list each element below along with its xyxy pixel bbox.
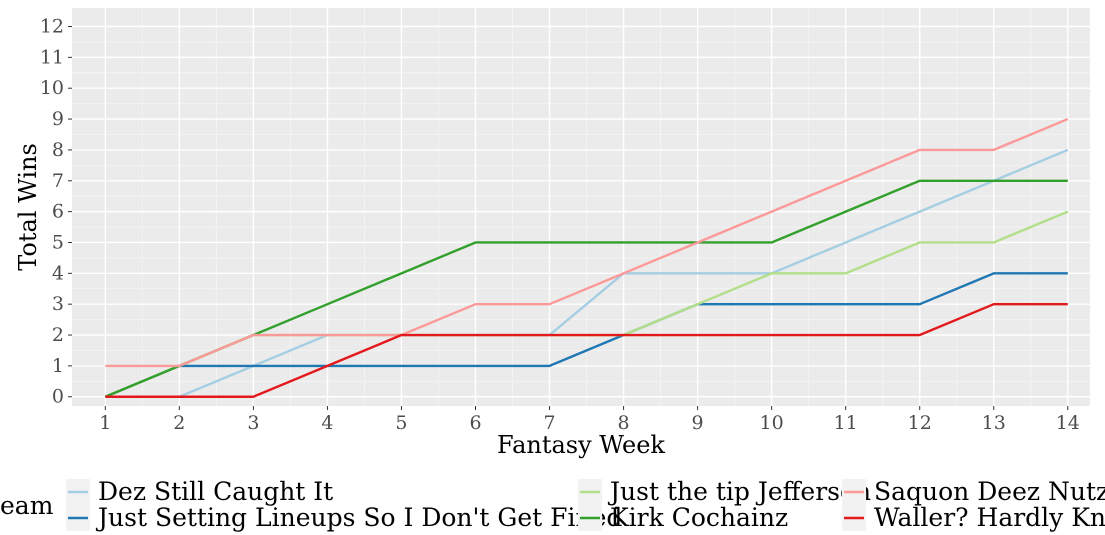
y-tick-label: 0 [52,386,64,408]
y-tick-label: 12 [40,16,64,38]
x-tick-label: 13 [982,412,1006,434]
y-tick-label: 2 [52,324,64,346]
x-tick-label: 4 [321,412,333,434]
x-axis-title: Fantasy Week [497,431,665,459]
legend-label: Just the tip Jefferson [607,477,871,506]
legend-label: Waller? Hardly Kno [874,503,1105,532]
legend-label: Just Setting Lineups So I Don't Get Fine… [95,503,622,532]
y-tick-label: 1 [52,355,64,377]
legend-label: Saquon Deez Nutz [874,477,1105,506]
legend-label: Kirk Cochainz [610,503,788,532]
x-axis: 1 2 3 4 5 6 7 8 9 10 11 12 13 14 [99,406,1080,434]
x-tick-label: 9 [692,412,704,434]
y-tick-label: 6 [52,201,64,223]
x-tick-label: 12 [908,412,932,434]
y-axis-title: Total Wins [14,143,42,271]
x-tick-label: 11 [834,412,858,434]
y-tick-label: 11 [40,46,64,68]
legend-label: Dez Still Caught It [98,477,333,506]
x-tick-label: 2 [173,412,185,434]
x-tick-label: 3 [247,412,259,434]
x-tick-label: 14 [1056,412,1080,434]
x-tick-label: 5 [395,412,407,434]
y-tick-label: 8 [52,139,64,161]
x-tick-label: 1 [99,412,111,434]
y-tick-label: 7 [52,170,64,192]
y-tick-label: 4 [52,262,64,284]
y-tick-label: 5 [52,231,64,253]
y-tick-label: 10 [40,77,64,99]
y-tick-label: 3 [52,293,64,315]
x-tick-label: 6 [469,412,481,434]
x-tick-label: 10 [760,412,784,434]
legend-title: eam [0,491,54,520]
y-tick-label: 9 [52,108,64,130]
